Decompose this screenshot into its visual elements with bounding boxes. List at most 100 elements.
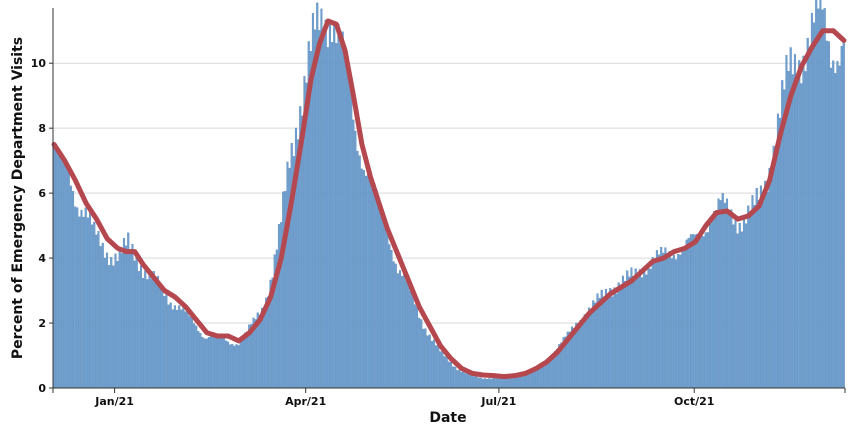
bar	[118, 248, 121, 389]
y-tick-label: 8	[38, 122, 46, 135]
bar	[418, 317, 421, 389]
bar	[375, 190, 378, 389]
bar	[413, 304, 416, 389]
bar	[579, 319, 582, 389]
bar	[658, 254, 661, 389]
bar	[753, 205, 756, 389]
bar	[689, 234, 692, 389]
bar	[139, 265, 143, 389]
bar	[647, 264, 650, 389]
bar	[386, 233, 389, 389]
bar	[432, 339, 436, 389]
bar	[477, 377, 480, 389]
bar	[706, 232, 709, 389]
bar	[740, 231, 743, 389]
bar	[439, 351, 442, 389]
bar	[309, 51, 312, 389]
bar	[573, 328, 576, 389]
bar	[590, 309, 593, 389]
y-tick-label: 4	[38, 252, 46, 265]
bar	[80, 209, 83, 389]
x-axis-title: Date	[429, 410, 466, 426]
bar	[57, 152, 60, 389]
bar	[235, 344, 238, 389]
bar	[585, 316, 588, 389]
bar	[93, 221, 96, 389]
bar	[180, 309, 183, 389]
bar	[229, 344, 232, 389]
bar	[821, 9, 824, 389]
bar	[483, 378, 486, 389]
bar	[715, 210, 718, 389]
bar	[632, 275, 635, 389]
bar	[759, 185, 763, 389]
y-axis-title: Percent of Emergency Department Visits	[10, 37, 26, 359]
bar	[407, 280, 410, 389]
bar	[129, 249, 132, 389]
bar	[135, 255, 138, 389]
bar	[464, 373, 467, 389]
bar	[834, 73, 837, 389]
bar	[122, 238, 126, 389]
bar	[723, 202, 726, 389]
bar	[662, 252, 665, 389]
bar	[97, 231, 100, 389]
bar	[339, 43, 342, 389]
bar	[458, 369, 461, 389]
bar	[830, 67, 833, 389]
bar	[127, 232, 130, 389]
bar	[747, 205, 750, 389]
bar	[182, 306, 185, 389]
bar	[320, 8, 323, 389]
bar	[604, 289, 608, 389]
bar	[806, 37, 809, 389]
bar	[498, 377, 501, 389]
bar	[798, 60, 801, 389]
axes: 0 2 4 6 8 10 Jan/21 Apr/21 Jul/21 Oct/21	[31, 8, 846, 408]
bar	[772, 145, 775, 389]
bar	[636, 277, 639, 389]
bar	[409, 291, 412, 389]
bar	[486, 379, 489, 389]
bar	[190, 317, 193, 389]
bar	[237, 345, 240, 389]
bar	[698, 234, 701, 389]
bar	[445, 356, 448, 389]
x-tick-label: Oct/21	[674, 395, 714, 408]
bar	[449, 362, 453, 389]
bar	[730, 209, 733, 389]
bar	[195, 325, 198, 389]
bar	[220, 336, 223, 389]
bar	[86, 217, 89, 389]
bar	[405, 280, 408, 389]
bar	[95, 234, 98, 389]
bar	[704, 232, 707, 389]
bar	[719, 200, 722, 389]
bar	[212, 334, 215, 389]
bar	[494, 378, 497, 389]
bar	[110, 257, 113, 389]
bar	[696, 233, 699, 389]
bar	[214, 334, 217, 389]
bar	[668, 251, 671, 389]
bar	[210, 336, 213, 389]
bar	[63, 159, 66, 389]
bar	[742, 216, 746, 389]
bar	[224, 340, 227, 389]
bar	[660, 247, 663, 389]
bar	[664, 247, 667, 389]
bar	[683, 246, 686, 389]
bar	[150, 278, 153, 389]
bar	[638, 269, 641, 389]
bar	[624, 281, 627, 389]
bar	[71, 191, 75, 389]
bar	[779, 117, 782, 389]
bar	[702, 236, 705, 389]
bar	[447, 361, 450, 389]
bar	[488, 378, 491, 389]
bar	[793, 54, 796, 389]
bar	[471, 374, 474, 389]
y-tick-label: 6	[38, 187, 46, 200]
bar	[787, 71, 790, 389]
bar	[61, 159, 64, 389]
